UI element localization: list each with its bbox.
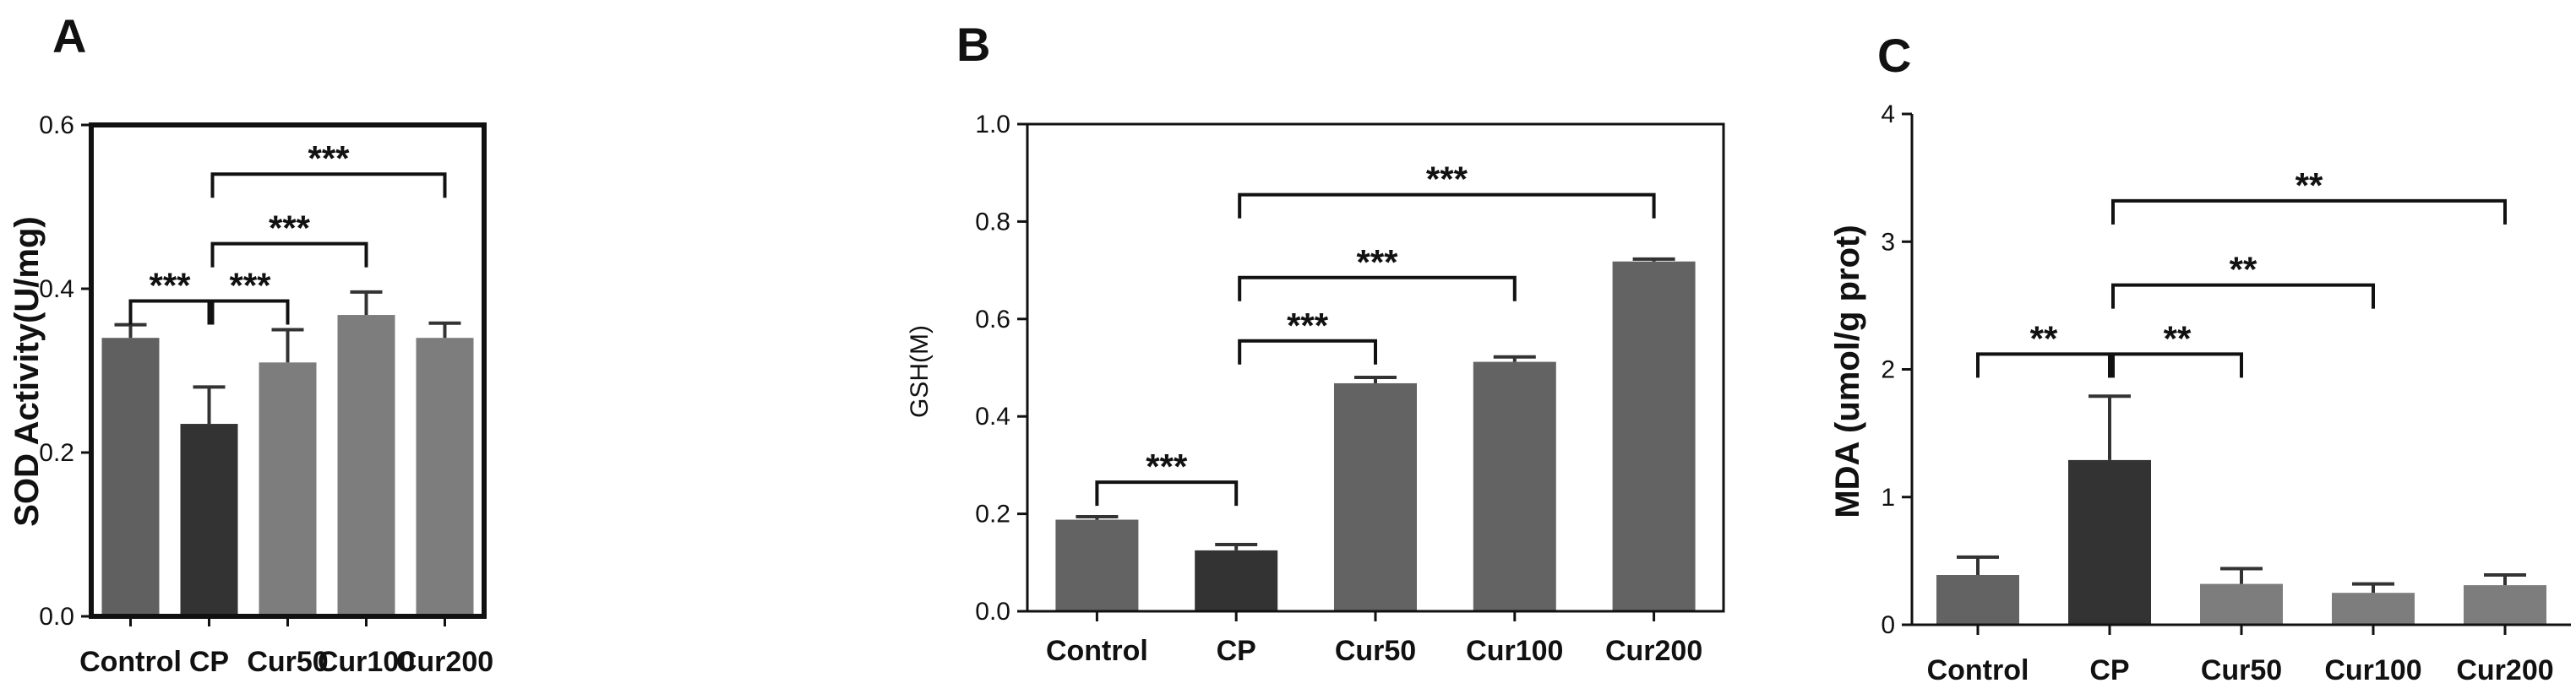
- panel-c-significance-bracket: [2111, 198, 2507, 225]
- panel-b-x-tick-label: Cur50: [1335, 635, 1416, 667]
- panel-b-y-tick-label: 0.0: [975, 598, 1010, 626]
- panel-c-x-tick-label: Cur200: [2456, 654, 2553, 686]
- panel-b-x-tick-label: CP: [1217, 635, 1256, 667]
- panel-c-y-tick-label: 3: [1881, 228, 1895, 256]
- panel-b-significance-bracket: [1095, 480, 1239, 507]
- panel-c-bar: [2332, 593, 2415, 625]
- panel-a-y-axis-title: SOD Activity(U/mg): [8, 216, 46, 526]
- panel-a-bar: [416, 338, 474, 616]
- panel-a-x-tick-label: Cur100: [318, 646, 415, 678]
- panel-b-significance-label: ***: [1287, 306, 1329, 345]
- panel-c-y-tick-label: 0: [1881, 611, 1895, 639]
- panel-b-x-tick-label: Cur100: [1466, 635, 1563, 667]
- panel-label-a: A: [52, 9, 86, 62]
- panel-a-x-tick-label: Cur50: [247, 646, 328, 678]
- panel-b-bar: [1055, 519, 1139, 611]
- panel-c-significance-bracket: [2111, 283, 2375, 309]
- panel-c-significance-bracket: [1976, 352, 2111, 378]
- panel-a-significance-label: ***: [269, 209, 311, 248]
- panel-c-y-tick-label: 2: [1881, 356, 1895, 384]
- panel-a-significance-bracket: [210, 299, 290, 325]
- panel-c-bar: [2068, 459, 2151, 625]
- panel-c-x-tick-label: Cur100: [2324, 654, 2421, 686]
- panel-a-y-tick-label: 0.4: [39, 275, 74, 303]
- panel-label-b: B: [956, 18, 990, 71]
- panel-b-significance-bracket: [1238, 192, 1656, 219]
- panel-b-significance-bracket: [1238, 275, 1517, 301]
- panel-a-significance-label: ***: [149, 266, 191, 306]
- panel-a-y-tick-label: 0.0: [39, 603, 74, 631]
- panel-b-significance-label: ***: [1146, 447, 1188, 486]
- panel-b-y-tick-label: 1.0: [975, 111, 1010, 138]
- panel-a-y-tick-label: 0.2: [39, 439, 74, 467]
- panel-c-y-axis-title: MDA (umol/g prot): [1829, 225, 1866, 518]
- panel-b-significance-bracket: [1238, 339, 1377, 365]
- panel-c-x-tick-label: Cur50: [2201, 654, 2282, 686]
- panel-c-significance-label: **: [2164, 318, 2192, 358]
- panel-a-bar: [337, 315, 395, 616]
- panel-c-chart: 0 1 2 3 4 Control CP Cur50 Cur100 Cur200 MDA (umol…: [1829, 100, 2571, 686]
- panel-c-y-tick-label: 1: [1881, 484, 1895, 512]
- panel-c-significance-label: **: [2030, 318, 2058, 358]
- panel-b-y-tick-label: 0.2: [975, 501, 1010, 529]
- panel-b-y-axis-title: GSH(M): [906, 325, 934, 418]
- panel-b-bar: [1473, 361, 1556, 611]
- panel-b-y-tick-label: 0.4: [975, 403, 1010, 431]
- panel-a-x-tick-label: Control: [79, 646, 182, 678]
- panel-b-bar: [1195, 550, 1278, 611]
- panel-a-significance-bracket: [210, 172, 447, 198]
- panel-c-significance-label: **: [2296, 165, 2323, 205]
- panel-c-x-tick-label: Control: [1927, 654, 2029, 686]
- panel-b-significance-label: ***: [1356, 242, 1398, 282]
- panel-label-c: C: [1877, 29, 1911, 82]
- panel-c-bar: [2200, 583, 2283, 625]
- panel-a-bar: [259, 362, 317, 616]
- panel-a-x-tick-label: CP: [189, 646, 229, 678]
- panel-a-significance-bracket: [210, 241, 368, 268]
- panel-b-y-tick-label: 0.8: [975, 208, 1010, 236]
- panel-b-x-tick-label: Cur200: [1605, 635, 1702, 667]
- panel-b-significance-label: ***: [1426, 160, 1468, 199]
- panel-a-significance-label: ***: [308, 138, 350, 178]
- panel-b-chart: 0.0 0.2 0.4 0.6 0.8 1.0 Control CP Cur50 Cur100 Cu…: [906, 111, 1725, 667]
- panel-a-bar: [101, 338, 160, 616]
- panel-c-x-tick-label: CP: [2089, 654, 2129, 686]
- panel-b-y-tick-label: 0.6: [975, 306, 1010, 333]
- panel-c-significance-label: **: [2230, 250, 2257, 290]
- panel-a-x-tick-label: Cur200: [396, 646, 493, 678]
- panel-a-significance-bracket: [128, 299, 211, 325]
- panel-b-bar: [1612, 261, 1696, 611]
- panel-b-x-tick-label: Control: [1046, 635, 1148, 667]
- panel-c-y-tick-label: 4: [1881, 100, 1895, 128]
- panel-a-significance-label: ***: [229, 266, 271, 306]
- panel-c-bar: [1936, 575, 2019, 625]
- panel-c-bar: [2464, 585, 2546, 625]
- panel-b-bar: [1334, 382, 1417, 611]
- panel-a-y-tick-label: 0.6: [39, 111, 74, 139]
- panel-a-bar: [180, 424, 238, 616]
- panel-c-significance-bracket: [2111, 352, 2243, 378]
